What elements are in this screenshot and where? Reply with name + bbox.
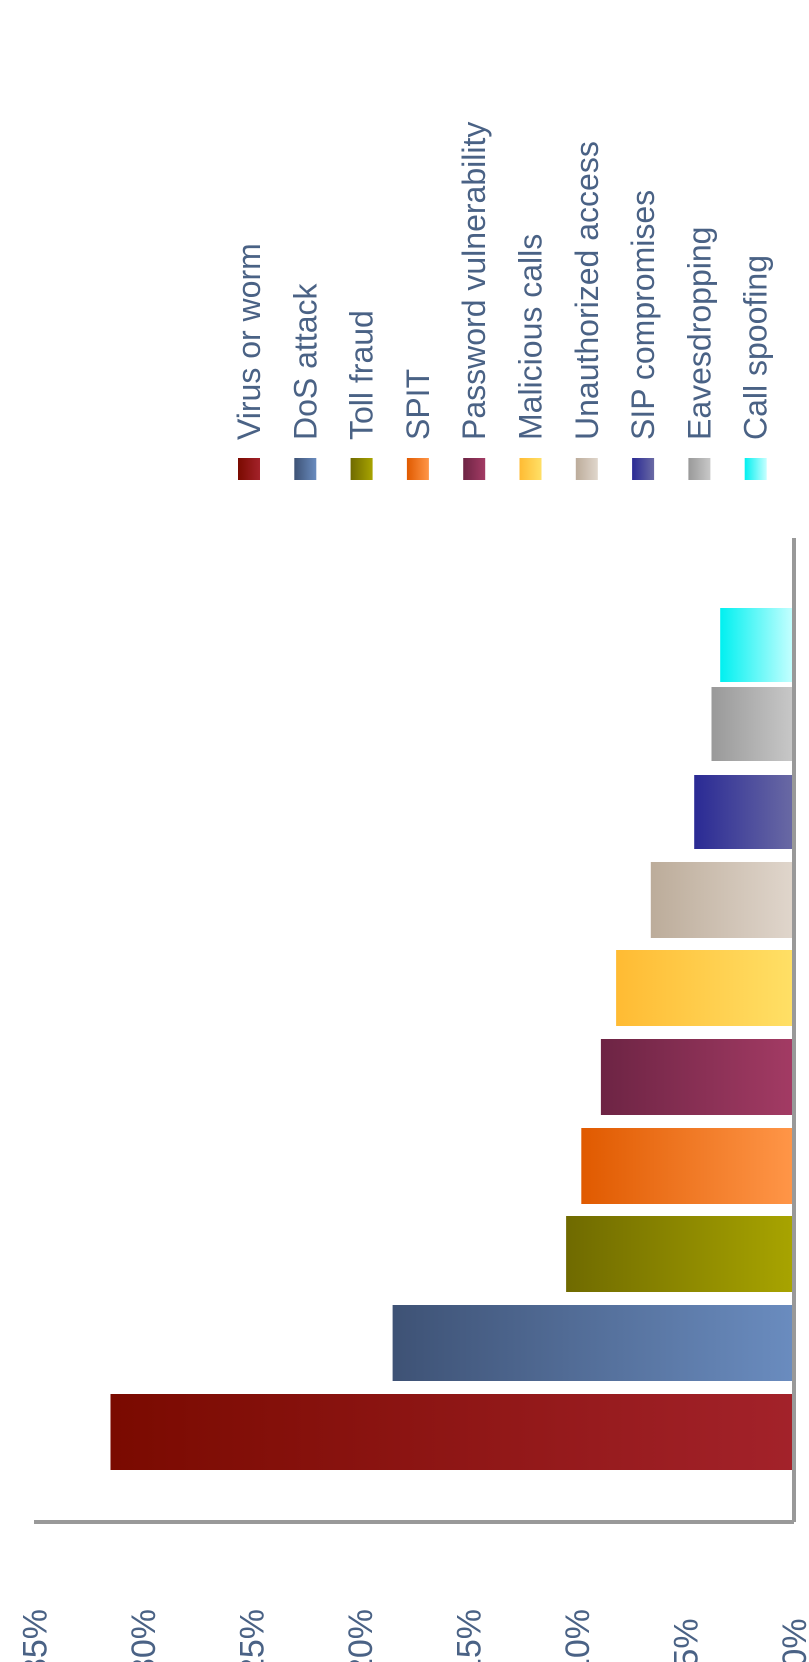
legend-label: Malicious calls: [513, 234, 549, 440]
legend-swatch: [406, 458, 429, 480]
tick-label: 0%: [776, 1618, 809, 1662]
legend-swatch: [688, 458, 711, 480]
bar-unauthorized-access: [650, 862, 794, 938]
bar-sip-compromises: [694, 775, 794, 849]
tick-label: 10%: [559, 1609, 597, 1662]
bar-toll-fraud: [566, 1216, 794, 1292]
tick-label: 25%: [234, 1609, 272, 1662]
tick-label: 30%: [125, 1609, 163, 1662]
bar-dos-attack: [392, 1305, 794, 1381]
legend-label: Call spoofing: [738, 255, 774, 440]
legend-label: Toll fraud: [344, 310, 380, 440]
bars-layer: [110, 608, 794, 1470]
legend-swatch: [294, 458, 317, 480]
legend-label: SPIT: [400, 369, 436, 440]
bar-spit: [581, 1128, 794, 1204]
tick-labels: 0% 5% 10% 15% 20% 25% 30% 35%: [17, 1609, 809, 1662]
legend-label: SIP compromises: [625, 190, 661, 440]
legend-swatch: [463, 458, 486, 480]
tick-label: 35%: [17, 1609, 55, 1662]
bar-call-spoofing: [720, 608, 794, 682]
legend-swatch: [575, 458, 598, 480]
legend-label: Unauthorized access: [569, 141, 605, 440]
legend: Virus or worm DoS attack Toll fraud SPIT Pas…: [231, 122, 774, 480]
legend-label: Virus or worm: [231, 243, 267, 440]
tick-label: 15%: [451, 1609, 489, 1662]
legend-swatch: [744, 458, 767, 480]
legend-swatch: [519, 458, 542, 480]
legend-label: Eavesdropping: [681, 227, 717, 440]
legend-swatch: [350, 458, 373, 480]
tick-label: 5%: [668, 1618, 706, 1662]
bar-virus-or-worm: [110, 1394, 794, 1470]
legend-label: DoS attack: [287, 282, 323, 440]
tick-label: 20%: [342, 1609, 380, 1662]
bar-eavesdropping: [711, 687, 794, 761]
bar-malicious-calls: [616, 950, 794, 1026]
legend-swatch: [238, 458, 260, 480]
legend-label: Password vulnerability: [456, 122, 492, 440]
bar-password-vulnerability: [600, 1039, 794, 1115]
legend-swatch: [632, 458, 655, 480]
